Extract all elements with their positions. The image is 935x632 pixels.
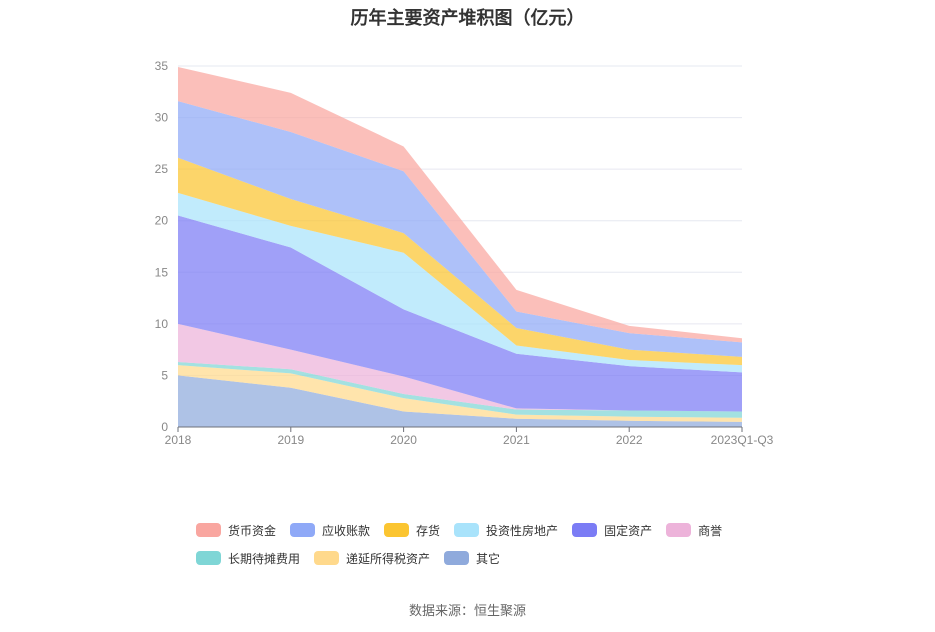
legend-label: 商誉 — [698, 523, 723, 538]
legend-swatch — [290, 523, 316, 537]
area-series — [178, 375, 742, 427]
y-tick-label: 10 — [155, 317, 169, 331]
area-series — [178, 362, 742, 418]
x-tick-label: 2020 — [390, 433, 417, 447]
legend-item[interactable]: 应收账款 — [290, 522, 370, 539]
area-series — [178, 101, 742, 357]
data-source: 数据来源：恒生聚源 — [408, 603, 526, 618]
legend-swatch — [384, 523, 410, 537]
legend-item[interactable]: 递延所得税资产 — [314, 550, 430, 567]
legend-label: 存货 — [416, 523, 441, 538]
legend-label: 递延所得税资产 — [346, 551, 431, 566]
legend-row: 货币资金 应收账款 存货 投资性房地产 固定资产 商誉 — [196, 516, 816, 544]
legend-swatch — [314, 551, 340, 565]
legend-label: 货币资金 — [228, 523, 277, 538]
area-series — [178, 192, 742, 373]
x-tick-label: 2021 — [503, 433, 530, 447]
x-tick-label: 2019 — [277, 433, 304, 447]
legend-row: 长期待摊费用 递延所得税资产 其它 — [196, 544, 816, 572]
area-series — [178, 67, 742, 343]
legend-label: 其它 — [476, 551, 501, 566]
legend-item[interactable]: 商誉 — [666, 522, 722, 539]
legend-swatch — [666, 523, 692, 537]
legend-item[interactable]: 长期待摊费用 — [196, 550, 300, 567]
legend-label: 长期待摊费用 — [228, 551, 301, 566]
legend-item[interactable]: 货币资金 — [196, 522, 276, 539]
legend-item[interactable]: 投资性房地产 — [454, 522, 558, 539]
y-tick-label: 20 — [155, 214, 169, 228]
y-tick-label: 30 — [155, 111, 169, 125]
y-tick-label: 25 — [155, 162, 169, 176]
x-tick-label: 2018 — [165, 433, 192, 447]
legend-label: 投资性房地产 — [486, 523, 559, 538]
legend-swatch — [454, 523, 480, 537]
legend-label: 应收账款 — [322, 523, 371, 538]
legend-swatch — [196, 551, 221, 565]
legend: 货币资金 应收账款 存货 投资性房地产 固定资产 商誉 长期待摊费用 递延所得税资产 其它 — [196, 516, 816, 572]
area-series — [178, 365, 742, 422]
x-tick-label: 2023Q1-Q3 — [711, 433, 774, 447]
chart-title: 历年主要资产堆积图（亿元） — [350, 8, 585, 28]
legend-swatch — [572, 523, 598, 537]
legend-item[interactable]: 存货 — [384, 522, 440, 539]
y-tick-label: 5 — [161, 368, 168, 382]
legend-item[interactable]: 固定资产 — [572, 522, 652, 539]
y-tick-label: 15 — [155, 265, 169, 279]
x-tick-label: 2022 — [616, 433, 643, 447]
area-series — [178, 157, 742, 366]
y-tick-label: 0 — [161, 420, 168, 434]
y-tick-label: 35 — [155, 59, 169, 73]
legend-swatch — [444, 551, 470, 565]
legend-item[interactable]: 其它 — [444, 550, 500, 567]
area-series — [178, 323, 742, 412]
legend-label: 固定资产 — [604, 523, 653, 538]
legend-swatch — [196, 523, 221, 537]
area-series — [178, 215, 742, 412]
